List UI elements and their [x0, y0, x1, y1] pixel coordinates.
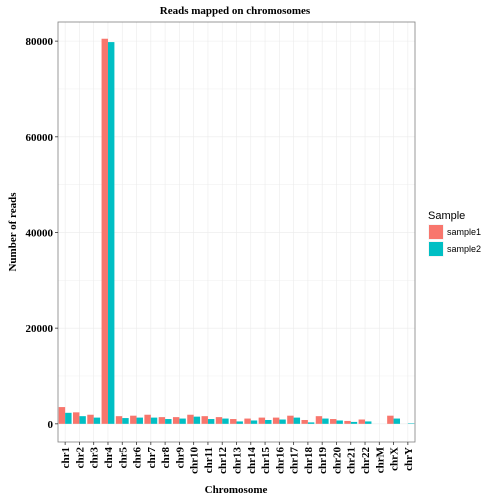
bar-sample1-chr12	[215, 417, 223, 424]
x-tick-label: chrY	[403, 447, 415, 471]
bar-sample1-chr1	[58, 407, 66, 424]
bar-sample1-chr19	[315, 416, 323, 424]
x-tick-label: chr3	[89, 447, 101, 469]
bar-sample1-chr14	[244, 418, 251, 424]
bar-sample2-chr16	[279, 419, 286, 424]
x-axis-title: Chromosome	[205, 484, 268, 496]
x-tick-label: chr17	[289, 447, 301, 474]
bar-sample2-chr11	[207, 419, 215, 424]
x-tick-label: chrX	[389, 447, 401, 471]
y-tick-label: 0	[48, 419, 54, 431]
y-tick-label: 40000	[26, 227, 54, 239]
legend-label-sample1: sample1	[447, 227, 481, 237]
y-axis: 0 20000 40000 60000 80000	[26, 36, 58, 431]
bar-sample2-chr3	[93, 417, 101, 424]
x-tick-label: chr5	[117, 447, 129, 469]
x-tick-label: chr20	[331, 447, 343, 474]
bar-sample2-chr22	[365, 421, 372, 424]
x-tick-label: chr21	[346, 447, 358, 474]
bar-sample1-chr6	[130, 415, 137, 424]
bar-sample1-chrX	[387, 415, 394, 424]
bar-sample2-chr12	[222, 418, 229, 424]
bar-sample2-chr14	[250, 420, 258, 424]
x-tick-label: chrM	[374, 446, 386, 473]
bar-sample1-chr3	[87, 414, 94, 424]
bar-sample2-chr10	[193, 416, 201, 424]
x-tick-label: chr6	[132, 447, 144, 469]
x-tick-label: chr22	[360, 447, 372, 474]
y-tick-label: 60000	[26, 132, 54, 144]
legend-title: Sample	[428, 210, 465, 222]
x-tick-label: chr15	[260, 447, 272, 474]
bar-sample2-chr7	[150, 417, 158, 424]
bars	[58, 38, 415, 424]
bar-sample1-chr10	[187, 414, 194, 424]
bar-sample1-chr8	[158, 417, 166, 424]
bar-sample1-chr9	[172, 417, 180, 424]
legend: Sample sample1 sample2	[427, 210, 481, 258]
bar-sample1-chr18	[301, 419, 308, 424]
x-tick-label: chr2	[74, 447, 86, 469]
bar-sample1-chr2	[72, 412, 80, 424]
x-tick-label: chr18	[303, 447, 315, 474]
bar-sample1-chr4	[101, 38, 108, 424]
bar-sample2-chr2	[79, 416, 86, 424]
bar-sample2-chr20	[336, 420, 343, 424]
legend-label-sample2: sample2	[447, 244, 481, 254]
x-tick-label: chr1	[60, 447, 72, 468]
y-tick-label: 80000	[26, 36, 54, 48]
x-tick-label: chr19	[317, 447, 329, 474]
grid	[58, 22, 415, 442]
x-tick-label: chr12	[217, 447, 229, 474]
x-tick-label: chr4	[103, 447, 115, 469]
bar-sample1-chr15	[258, 417, 266, 424]
bar-sample2-chr17	[293, 417, 301, 424]
bar-sample2-chr4	[107, 42, 115, 424]
y-axis-title: Number of reads	[7, 192, 19, 272]
bar-sample1-chr21	[344, 420, 351, 424]
bar-sample1-chr13	[230, 419, 237, 424]
bar-sample2-chr8	[165, 419, 172, 424]
bar-sample2-chr15	[265, 419, 272, 424]
chart-title: Reads mapped on chromosomes	[160, 5, 311, 17]
bar-sample2-chr13	[236, 421, 243, 424]
bar-sample2-chr1	[65, 412, 72, 424]
bar-sample2-chrX	[393, 418, 401, 424]
bar-sample2-chr9	[179, 418, 186, 424]
bar-sample1-chr16	[272, 417, 280, 424]
bar-sample2-chr6	[136, 417, 143, 424]
x-axis: chr1 chr2 chr3 chr4 chr5 chr6 chr7 chr8 chr9 chr1…	[60, 442, 415, 474]
x-tick-label: chr16	[274, 447, 286, 474]
y-tick-label: 20000	[26, 323, 54, 335]
x-tick-label: chr13	[232, 447, 244, 474]
bar-sample1-chr5	[115, 416, 123, 424]
bar-sample2-chr19	[322, 418, 329, 424]
bar-sample1-chr11	[201, 416, 208, 424]
x-tick-label: chr10	[189, 447, 201, 474]
bar-sample1-chr17	[287, 415, 294, 424]
bar-sample2-chr18	[307, 422, 315, 424]
legend-key-sample1	[429, 225, 443, 239]
x-tick-label: chr9	[174, 447, 186, 469]
bar-sample1-chr20	[330, 419, 337, 424]
bar-sample1-chr7	[144, 414, 151, 424]
bar-sample1-chr22	[358, 419, 366, 424]
x-tick-label: chr8	[160, 447, 172, 469]
x-tick-label: chr11	[203, 447, 215, 473]
bar-sample2-chr5	[122, 418, 129, 424]
x-tick-label: chr14	[246, 447, 258, 474]
legend-key-sample2	[429, 242, 443, 256]
x-tick-label: chr7	[146, 447, 158, 469]
bar-sample2-chr21	[350, 421, 358, 424]
